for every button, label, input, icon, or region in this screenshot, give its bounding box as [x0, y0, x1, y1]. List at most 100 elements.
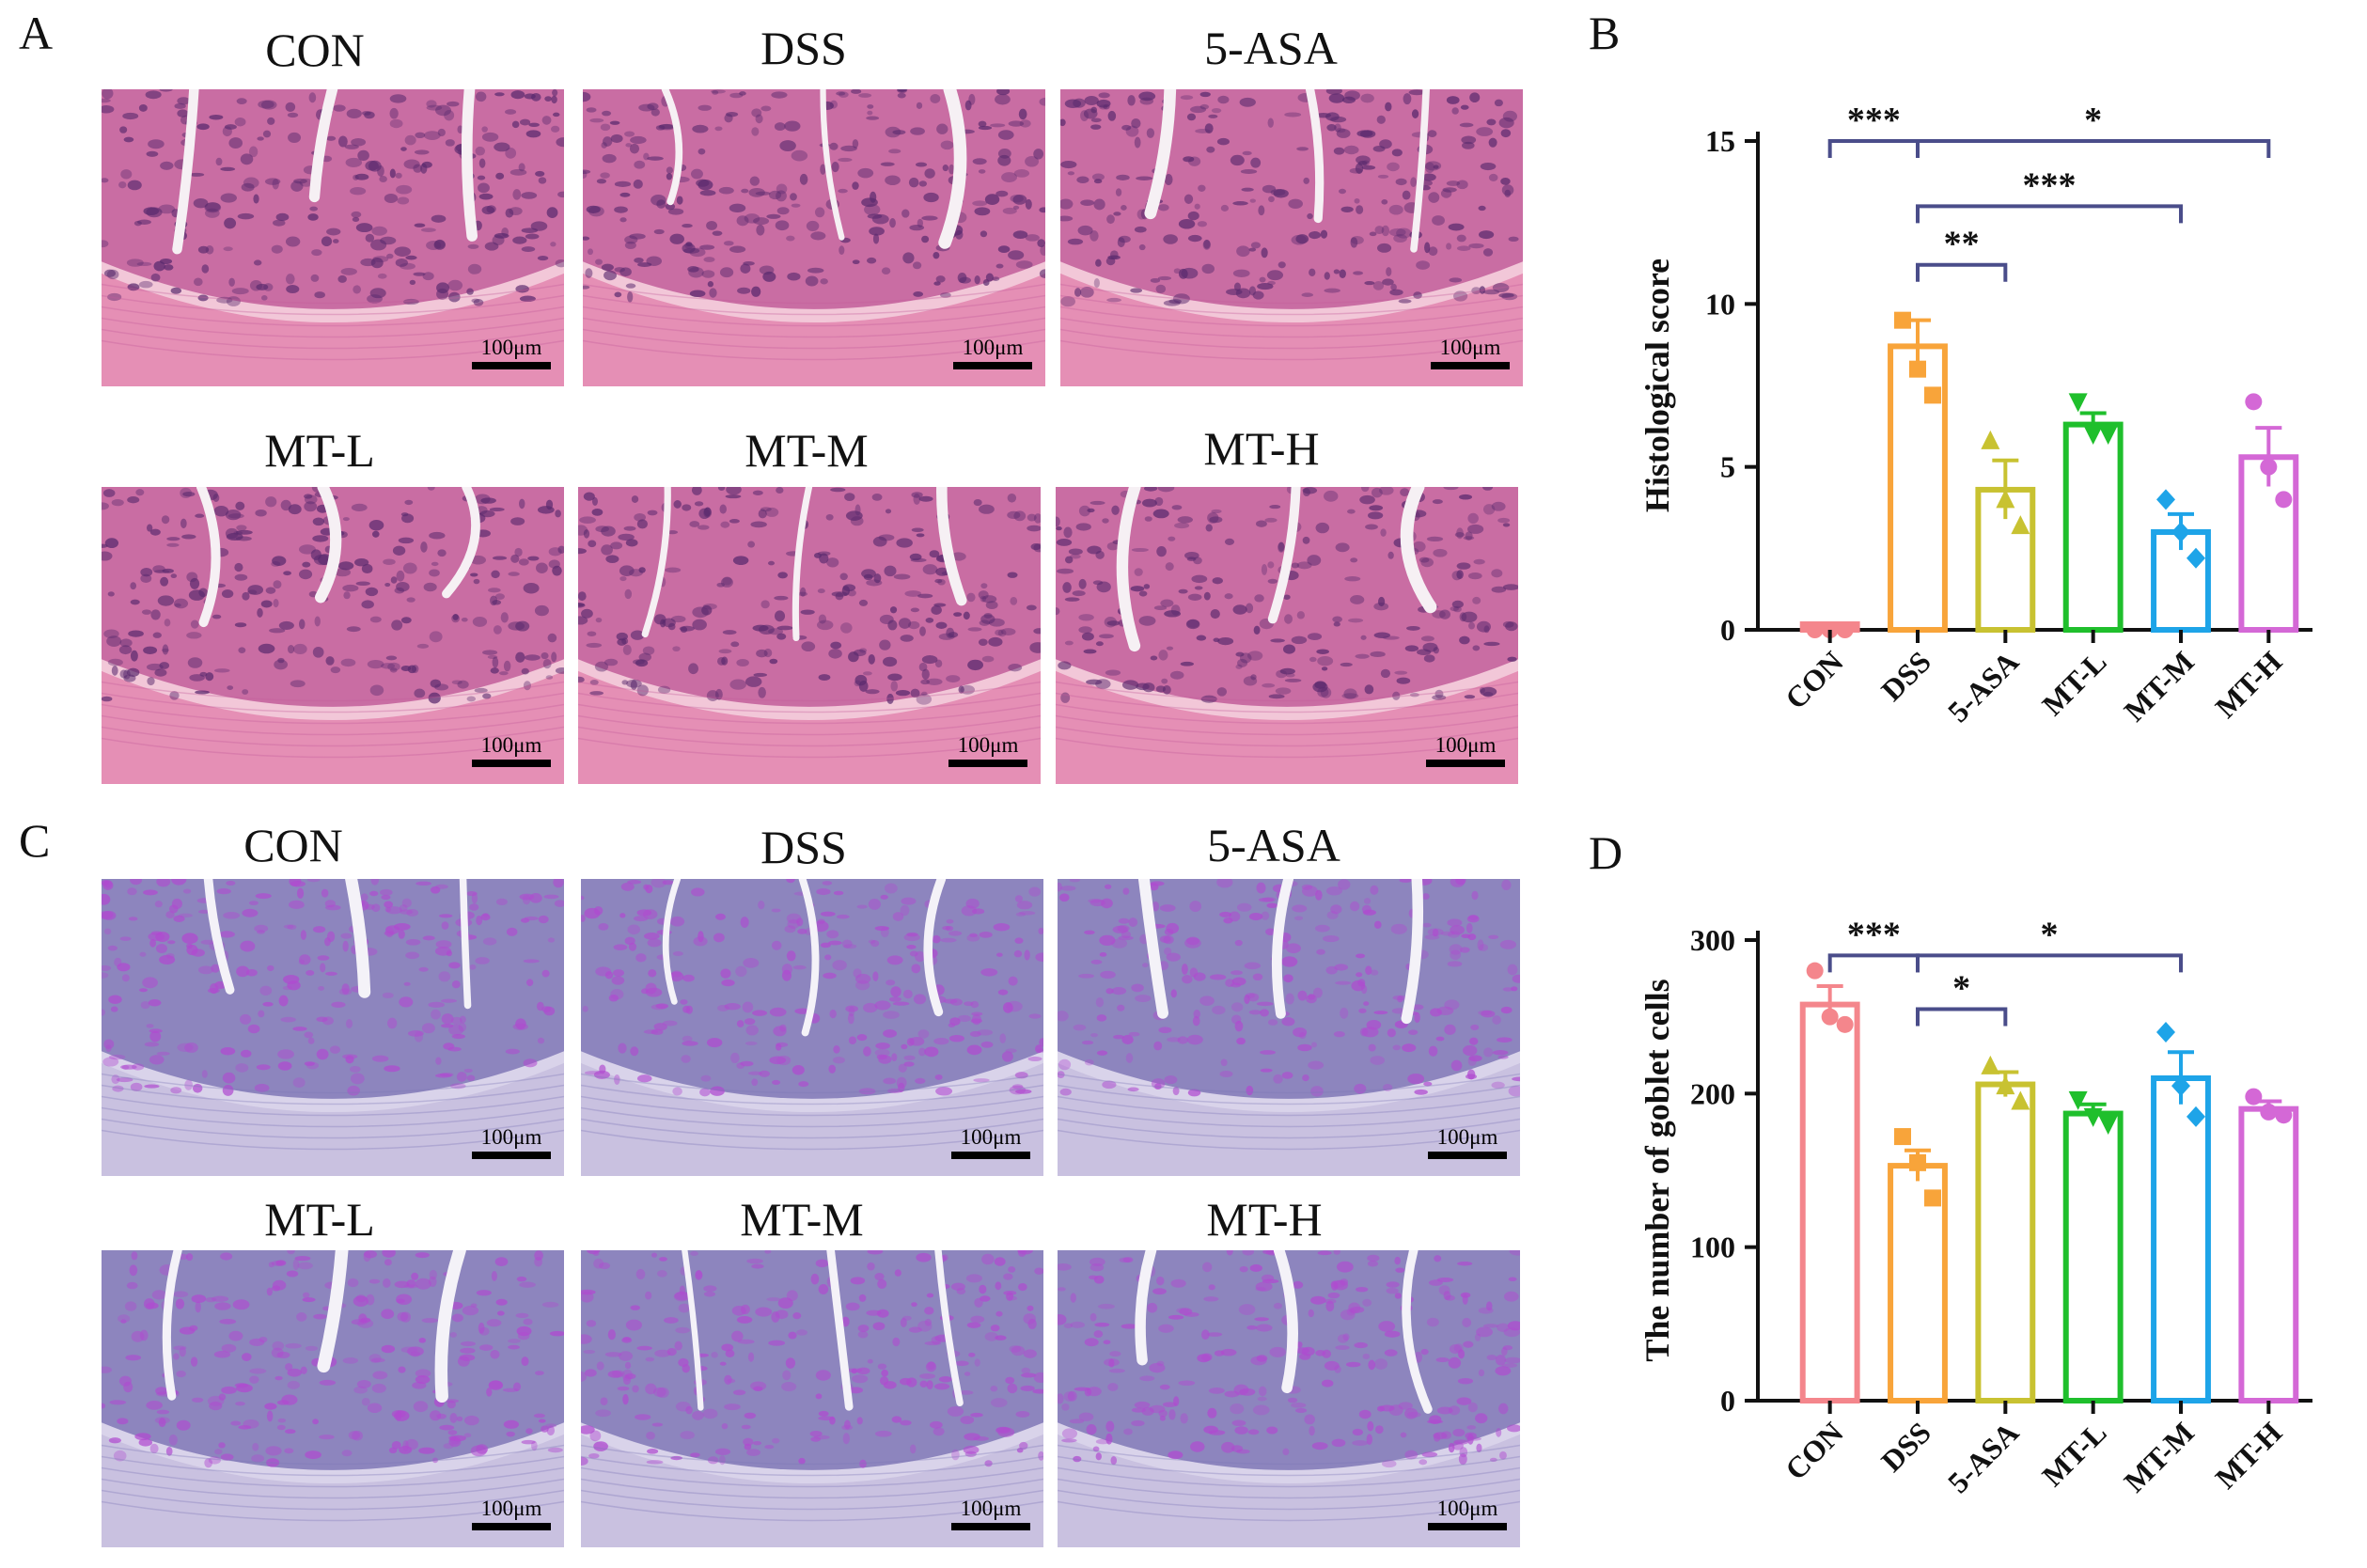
data-point — [2011, 515, 2030, 535]
x-tick-label: MT-M — [2117, 644, 2201, 728]
panel-c-title-con: CON — [243, 819, 343, 871]
panel-a-title-dss: DSS — [760, 22, 847, 74]
significance-label: ** — [1944, 225, 1980, 264]
micrograph-he-5asa: 100μm — [1060, 89, 1523, 386]
tissue-drawing — [1060, 89, 1523, 386]
data-point — [1981, 1055, 2000, 1074]
data-point — [2275, 1106, 2293, 1124]
y-tick-label: 10 — [1705, 287, 1735, 321]
data-point — [2275, 491, 2293, 509]
y-tick-label: 15 — [1705, 124, 1735, 158]
x-tick-label: 5-ASA — [1941, 644, 2026, 729]
data-point — [2098, 1116, 2118, 1135]
bar-mt-h — [2238, 1105, 2299, 1404]
panel-c-title-mth: MT-H — [1206, 1193, 1323, 1246]
micrograph-he-mth: 100μm — [1056, 487, 1518, 784]
data-point — [1836, 621, 1854, 638]
significance-label: * — [1952, 969, 1970, 1009]
data-point — [2187, 1105, 2205, 1127]
data-point — [2011, 1090, 2030, 1110]
y-tick-label: 300 — [1690, 923, 1735, 957]
data-point — [1806, 621, 1824, 638]
micrograph-he-con: 100μm — [102, 89, 564, 386]
goblet-cells-chart: 0 100 200 300 The number of goblet cells CON D… — [1598, 874, 2350, 1560]
data-point — [2171, 522, 2190, 542]
tissue-drawing — [1058, 1250, 1520, 1547]
data-point — [1924, 386, 1941, 404]
panel-c-title-mtm: MT-M — [740, 1193, 864, 1246]
panel-label-b: B — [1589, 7, 1621, 59]
micrograph-pas-mth: 100μm — [1058, 1250, 1520, 1547]
data-point — [1909, 1153, 1926, 1171]
data-point — [2260, 458, 2278, 476]
significance-label: * — [2041, 915, 2059, 954]
micrograph-he-dss: 100μm — [583, 89, 1045, 386]
scale-bar: 100μm — [1431, 336, 1510, 369]
scale-bar: 100μm — [951, 1497, 1030, 1530]
tissue-drawing — [102, 89, 564, 386]
data-point — [2083, 1107, 2103, 1127]
panel-c-title-mtl: MT-L — [264, 1193, 375, 1246]
data-point — [2083, 426, 2103, 445]
data-point — [1909, 360, 1926, 378]
panel-a-title-mth: MT-H — [1203, 422, 1320, 475]
significance-bracket — [1827, 953, 1920, 973]
y-axis-label: Histological score — [1638, 259, 1676, 512]
scale-bar: 100μm — [1428, 1497, 1507, 1530]
data-point — [2245, 393, 2263, 411]
panel-a-title-mtm: MT-M — [745, 424, 869, 477]
data-point — [1981, 430, 2000, 449]
micrograph-pas-con: 100μm — [102, 879, 564, 1176]
scale-bar: 100μm — [472, 336, 551, 369]
data-point — [1836, 1015, 1854, 1033]
tissue-drawing — [578, 487, 1041, 784]
data-point — [2156, 1022, 2175, 1043]
data-point — [2156, 489, 2175, 510]
x-tick-label: MT-H — [2208, 644, 2288, 724]
significance-bracket — [1916, 204, 2183, 224]
significance-label: *** — [2023, 165, 2077, 205]
data-point — [1821, 1008, 1839, 1026]
significance-label: *** — [1847, 915, 1901, 954]
micrograph-he-mtm: 100μm — [578, 487, 1041, 784]
bar-mt-l — [2062, 1110, 2124, 1403]
tissue-drawing — [102, 487, 564, 784]
data-point — [1996, 1075, 2015, 1095]
x-tick-label: 5-ASA — [1941, 1415, 2026, 1499]
x-tick-label: MT-M — [2117, 1415, 2201, 1498]
significance-label: * — [2084, 101, 2102, 140]
tissue-drawing — [102, 1250, 564, 1547]
scale-bar: 100μm — [953, 336, 1032, 369]
y-axis-label: The number of goblet cells — [1638, 979, 1676, 1361]
x-tick-label: MT-L — [2035, 644, 2112, 721]
y-tick-label: 5 — [1720, 450, 1735, 484]
panel-label-c: C — [19, 814, 51, 867]
x-tick-label: CON — [1779, 1415, 1850, 1486]
scale-bar: 100μm — [472, 733, 551, 767]
micrograph-he-mtl: 100μm — [102, 487, 564, 784]
data-point — [1924, 1189, 1941, 1207]
micrograph-pas-mtm: 100μm — [581, 1250, 1043, 1547]
tissue-drawing — [581, 879, 1043, 1176]
x-tick-label: MT-H — [2208, 1415, 2288, 1495]
significance-bracket — [1916, 262, 2008, 282]
panel-a-title-mtl: MT-L — [264, 424, 375, 477]
scale-bar: 100μm — [951, 1125, 1030, 1159]
panel-c-title-dss: DSS — [760, 821, 847, 873]
panel-c-title-5asa: 5-ASA — [1207, 819, 1340, 871]
data-point — [1894, 311, 1911, 329]
bar-con — [1799, 1001, 1860, 1403]
bar-5-asa — [1975, 1081, 2036, 1404]
tissue-drawing — [1056, 487, 1518, 784]
y-tick-label: 200 — [1690, 1076, 1735, 1110]
data-point — [2260, 1103, 2278, 1121]
micrograph-pas-dss: 100μm — [581, 879, 1043, 1176]
panel-label-a: A — [19, 7, 54, 59]
data-point — [2098, 426, 2118, 445]
data-point — [1996, 489, 2015, 509]
significance-label: *** — [1847, 101, 1901, 140]
histological-score-chart: 0 5 10 15 Histological score CON DSS 5-ASA MT-L M… — [1598, 75, 2350, 790]
data-point — [2245, 1088, 2263, 1105]
data-point — [2171, 1075, 2190, 1097]
data-point — [1894, 1128, 1911, 1146]
